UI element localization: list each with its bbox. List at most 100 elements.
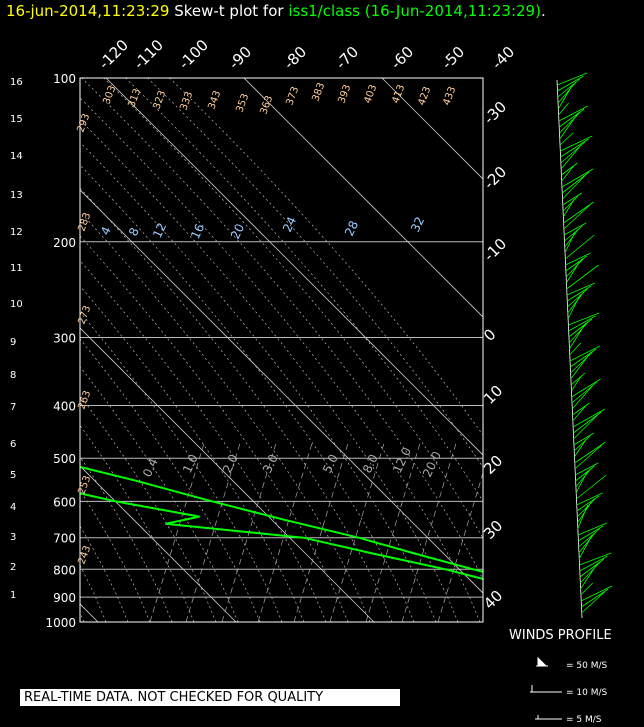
plot-frame — [79, 77, 484, 623]
wind-barb — [567, 288, 588, 308]
wind-legend-barb-5 — [535, 715, 562, 720]
dry-adiabat-label-373: 373 — [284, 85, 301, 107]
pressure-label-200: 200 — [53, 236, 76, 250]
dry-adiabat — [80, 394, 217, 622]
wind-barb — [559, 111, 581, 134]
temp-label-right-20: 20 — [480, 452, 506, 478]
height-label-15: 15 — [10, 114, 23, 125]
wind-barb — [574, 441, 606, 464]
title-timestamp: 16-jun-2014,11:23:29 — [6, 2, 170, 20]
dry-adiabat-label-323: 323 — [151, 89, 168, 111]
wind-barb — [558, 108, 585, 128]
wind-barb — [573, 432, 594, 446]
wind-barb — [573, 414, 598, 440]
pressure-label-400: 400 — [53, 400, 76, 414]
height-label-13: 13 — [10, 190, 23, 201]
wind-barb — [568, 312, 600, 326]
wind-barb — [557, 78, 581, 98]
moist-adiabat-label-4: 4 — [98, 224, 114, 237]
mixing-ratio-line — [149, 439, 206, 622]
dry-adiabat-label-413: 413 — [390, 83, 407, 105]
pressure-label-100: 100 — [53, 72, 76, 86]
wind-barb — [581, 591, 605, 614]
wind-barb — [572, 402, 590, 416]
frame-layer — [79, 77, 484, 623]
dry-adiabat — [80, 456, 173, 622]
dry-adiabat — [169, 78, 483, 436]
wind-barb — [576, 474, 607, 500]
temp-label-top--110: -110 — [130, 36, 167, 73]
wind-barb — [575, 471, 588, 494]
wind-barb — [563, 201, 594, 224]
wind-barb — [571, 384, 594, 410]
wind-barb — [562, 174, 586, 200]
temp-label-top--90: -90 — [225, 43, 255, 73]
wind-barb — [562, 195, 579, 212]
isotherm--10 — [80, 465, 237, 622]
temp-label-top--50: -50 — [438, 43, 468, 73]
temperature-profile-line — [80, 465, 483, 573]
dry-adiabat-label-423: 423 — [416, 85, 433, 107]
height-label-10: 10 — [10, 299, 23, 310]
dry-adiabat-label-313: 313 — [126, 87, 143, 109]
dry-adiabat — [80, 211, 371, 622]
wind-barb — [565, 255, 588, 272]
wind-barb — [576, 495, 600, 512]
moist-adiabat-label-28: 28 — [342, 219, 361, 239]
mixing-ratio-line — [329, 439, 386, 622]
pressure-label-300: 300 — [53, 332, 76, 346]
temp-label-top--80: -80 — [280, 43, 310, 73]
wind-barb — [560, 144, 582, 170]
wind-barb — [560, 135, 593, 152]
title-plot-label: Skew-t plot for — [174, 2, 284, 20]
dry-adiabat — [80, 366, 239, 622]
wind-barb — [574, 462, 599, 476]
dry-adiabat-label-293: 293 — [75, 112, 92, 134]
wind-barb — [567, 294, 581, 320]
mixing-ratio-line — [293, 439, 350, 622]
title-station: iss1/class (16-Jun-2014,11:23:29) — [288, 2, 541, 20]
mixing-ratio-line — [365, 439, 422, 622]
dry-adiabat-label-243: 243 — [76, 544, 93, 566]
wind-barb — [557, 81, 577, 104]
isotherm-40 — [381, 78, 483, 180]
height-label-9: 9 — [10, 337, 16, 348]
wind-legend-10: = 10 M/S — [566, 688, 608, 698]
dry-adiabat — [80, 525, 129, 622]
wind-barb — [569, 324, 585, 350]
dry-adiabat — [80, 285, 305, 622]
wind-barb — [578, 531, 597, 554]
wind-profile-layer — [530, 72, 613, 720]
mixing-ratio-label-0.4: 0.4 — [140, 456, 161, 479]
wind-barb — [563, 222, 587, 236]
wind-barb — [564, 231, 576, 254]
height-label-12: 12 — [10, 227, 23, 238]
dry-adiabat-label-253: 253 — [76, 474, 93, 496]
dry-adiabat — [80, 164, 415, 622]
wind-barb — [568, 321, 589, 344]
mixing-ratio-label-12: 12.0 — [390, 445, 414, 475]
moist-adiabat-label-20: 20 — [228, 222, 247, 242]
label-layer: 1002003004005006007008009001000-120-110-… — [10, 36, 518, 630]
isotherm-10 — [80, 189, 483, 594]
wind-barb — [557, 72, 588, 86]
wind-barb — [572, 405, 586, 422]
wind-barb — [579, 552, 612, 566]
height-label-6: 6 — [10, 439, 16, 450]
dry-adiabat-label-383: 383 — [310, 81, 327, 103]
wind-barb — [562, 198, 575, 218]
moist-adiabat-label-8: 8 — [126, 225, 142, 238]
temp-label-right--20: -20 — [480, 163, 510, 193]
title-end-dot: . — [540, 2, 546, 20]
height-label-1: 1 — [10, 590, 16, 601]
pressure-label-600: 600 — [53, 495, 76, 509]
wind-barb — [579, 558, 605, 578]
wind-barb — [578, 534, 593, 560]
dry-adiabat — [80, 187, 393, 622]
mixing-ratio-label-3: 3.0 — [260, 452, 281, 475]
dry-adiabat-label-363: 363 — [258, 94, 275, 116]
wind-barb — [574, 438, 587, 458]
wind-barb — [559, 132, 574, 146]
dry-adiabat — [80, 489, 151, 622]
